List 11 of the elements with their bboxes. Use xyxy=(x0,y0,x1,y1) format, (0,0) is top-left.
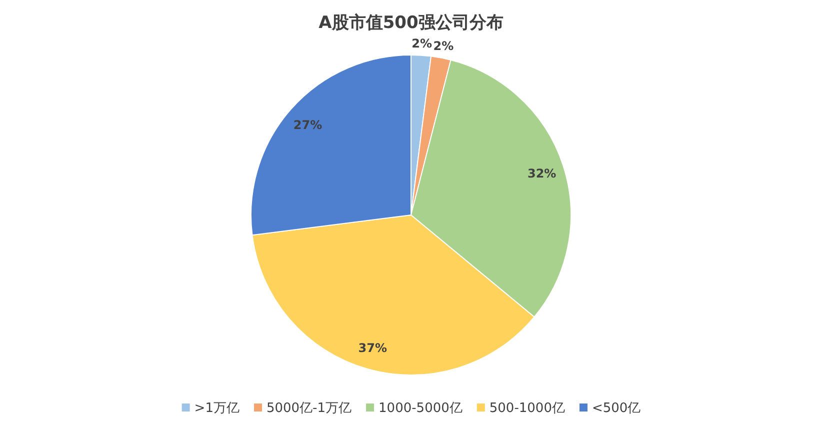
legend-label: <500亿 xyxy=(592,401,641,416)
data-label: 2% xyxy=(412,36,432,50)
chart-title: A股市值500强公司分布 xyxy=(318,13,504,33)
legend-label: >1万亿 xyxy=(194,401,240,416)
legend-label: 5000亿-1万亿 xyxy=(266,401,352,416)
data-label: 37% xyxy=(358,341,387,356)
legend-label: 500-1000亿 xyxy=(489,401,565,416)
data-label: 27% xyxy=(293,118,322,132)
data-label: 32% xyxy=(528,166,556,180)
data-label: 2% xyxy=(433,39,454,54)
legend-label: 1000-5000亿 xyxy=(378,401,462,416)
